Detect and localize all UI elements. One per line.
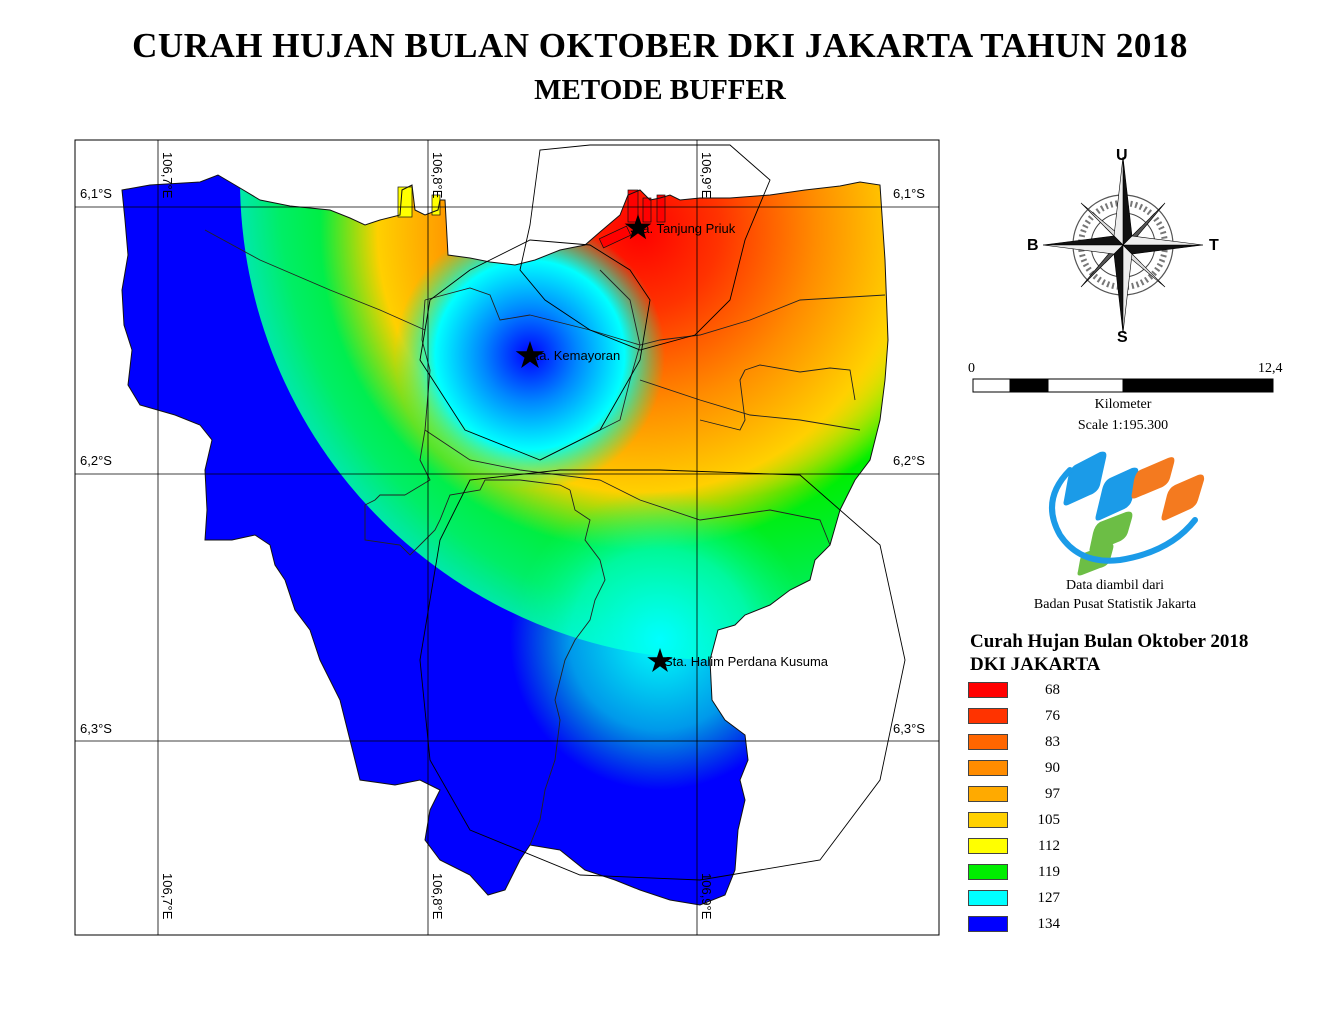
legend-swatch xyxy=(968,812,1008,828)
data-source-line2: Badan Pusat Statistik Jakarta xyxy=(1033,597,1197,612)
legend-value: 83 xyxy=(1045,733,1060,750)
compass-east-label: T xyxy=(1209,237,1219,254)
lon-label-bottom: 106,9°E xyxy=(699,873,714,920)
lat-label-right: 6,3°S xyxy=(893,721,925,736)
bps-logo xyxy=(1049,451,1205,576)
graticule-labels: 106,7°E 106,8°E 106,9°E 106,7°E 106,8°E … xyxy=(80,152,925,920)
station-label-halim: Sta. Halim Perdana Kusuma xyxy=(664,654,829,669)
lat-label-left: 6,1°S xyxy=(80,186,112,201)
station-markers: Sta. Tanjung Priuk Sta. Kemayoran Sta. H… xyxy=(515,214,829,672)
legend-title: Curah Hujan Bulan Oktober 2018 xyxy=(970,631,1249,652)
station-star-icon xyxy=(515,341,545,368)
legend-item: 134 xyxy=(968,915,1060,933)
lat-label-right: 6,1°S xyxy=(893,186,925,201)
legend-value: 68 xyxy=(1045,681,1060,698)
legend-value: 76 xyxy=(1045,707,1060,724)
data-source-line1: Data diambil dari xyxy=(1066,578,1164,593)
legend-swatch xyxy=(968,916,1008,932)
lon-label-bottom: 106,7°E xyxy=(160,873,175,920)
compass-west-label: B xyxy=(1027,237,1039,254)
legend-swatch xyxy=(968,890,1008,906)
map-subtitle: METODE BUFFER xyxy=(534,74,786,106)
lon-label-bottom: 106,8°E xyxy=(430,873,445,920)
legend-swatch xyxy=(968,734,1008,750)
district-boundaries xyxy=(204,229,886,846)
legend-item: 127 xyxy=(968,889,1060,907)
legend-item: 83 xyxy=(968,733,1060,751)
map-title: CURAH HUJAN BULAN OKTOBER DKI JAKARTA TA… xyxy=(132,26,1188,65)
lat-label-left: 6,2°S xyxy=(80,453,112,468)
lat-label-left: 6,3°S xyxy=(80,721,112,736)
lon-label-top: 106,9°E xyxy=(699,152,714,199)
legend-swatch xyxy=(968,864,1008,880)
legend-value: 97 xyxy=(1045,785,1060,802)
legend-swatch xyxy=(968,838,1008,854)
scale-start-label: 0 xyxy=(968,361,975,376)
legend-value: 105 xyxy=(1037,811,1061,828)
legend-subtitle: DKI JAKARTA xyxy=(970,654,1101,675)
scale-bar xyxy=(972,378,1274,393)
legend-item: 76 xyxy=(968,707,1060,725)
legend-value: 112 xyxy=(1038,837,1060,854)
lat-label-right: 6,2°S xyxy=(893,453,925,468)
graticule xyxy=(75,140,939,935)
station-star-icon xyxy=(647,648,673,672)
compass-north-label: U xyxy=(1116,147,1128,164)
lon-label-top: 106,8°E xyxy=(430,152,445,199)
legend-item: 90 xyxy=(968,759,1060,777)
station-label-kemayoran: Sta. Kemayoran xyxy=(527,348,620,363)
lon-label-top: 106,7°E xyxy=(160,152,175,199)
station-label-tanjung-priuk: Sta. Tanjung Priuk xyxy=(630,221,736,236)
legend-item: 97 xyxy=(968,785,1060,803)
legend-item: 105 xyxy=(968,811,1060,829)
legend-value: 119 xyxy=(1038,863,1060,880)
legend-value: 90 xyxy=(1045,759,1060,776)
station-star-icon xyxy=(624,214,652,240)
legend-swatch xyxy=(968,708,1008,724)
legend-swatch xyxy=(968,786,1008,802)
legend-swatch xyxy=(968,682,1008,698)
compass-south-label: S xyxy=(1117,329,1128,346)
legend-swatch xyxy=(968,760,1008,776)
legend-value: 134 xyxy=(1037,915,1061,932)
legend-item: 68 xyxy=(968,681,1060,699)
scale-end-label: 12,4 xyxy=(1258,361,1283,376)
legend-item: 112 xyxy=(968,837,1060,855)
scale-unit-label: Kilometer xyxy=(1094,397,1152,412)
scale-ratio-label: Scale 1:195.300 xyxy=(1077,418,1169,433)
legend-value: 127 xyxy=(1037,889,1061,906)
legend-item: 119 xyxy=(968,863,1060,881)
compass-rose-icon xyxy=(1042,156,1204,334)
